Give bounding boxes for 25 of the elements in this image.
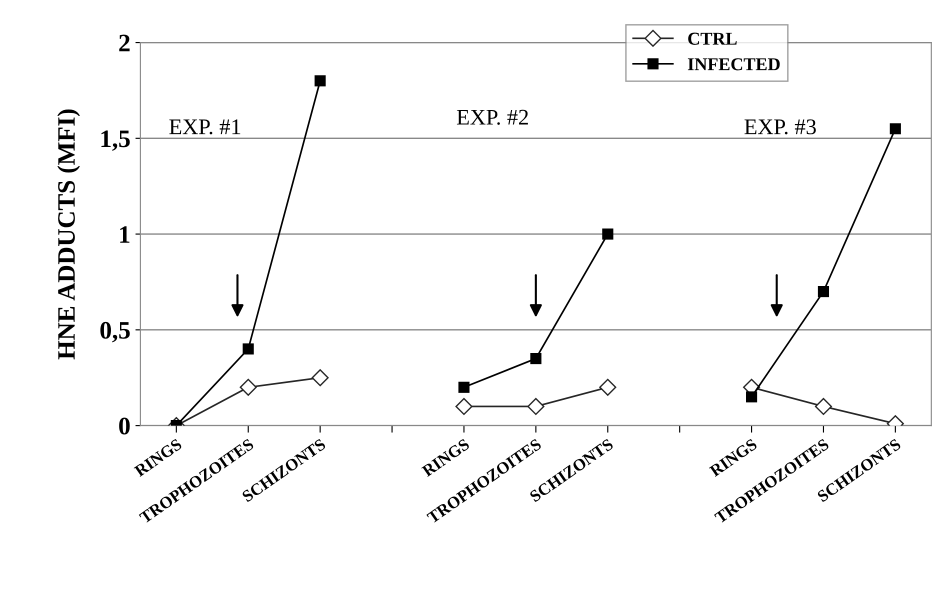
point bbox=[242, 343, 254, 355]
y-tick-label: 0,5 bbox=[100, 322, 130, 342]
y-tick-label: 1,5 bbox=[101, 130, 130, 151]
y-tick-label: 0 bbox=[119, 418, 130, 435]
legend-label: INFECTED bbox=[688, 58, 780, 70]
point bbox=[599, 378, 616, 396]
point bbox=[455, 398, 473, 415]
point bbox=[458, 382, 470, 393]
point bbox=[602, 228, 614, 240]
point bbox=[746, 391, 758, 402]
point bbox=[314, 75, 326, 86]
point bbox=[890, 123, 901, 134]
annotation: EXP. #1 bbox=[169, 119, 240, 134]
y-tick-label: 2 bbox=[119, 34, 130, 52]
point bbox=[814, 398, 832, 415]
y-tick-label: 1 bbox=[120, 226, 130, 243]
annotation: EXP. #3 bbox=[744, 119, 816, 134]
point bbox=[530, 353, 542, 364]
legend-label: CTRL bbox=[688, 32, 737, 45]
point bbox=[240, 378, 257, 396]
point bbox=[818, 286, 830, 298]
point bbox=[527, 398, 544, 415]
annotation: EXP. #2 bbox=[456, 110, 528, 125]
point bbox=[312, 369, 329, 386]
y-axis-title: HNE ADDUCTS (MFI) bbox=[57, 109, 80, 360]
